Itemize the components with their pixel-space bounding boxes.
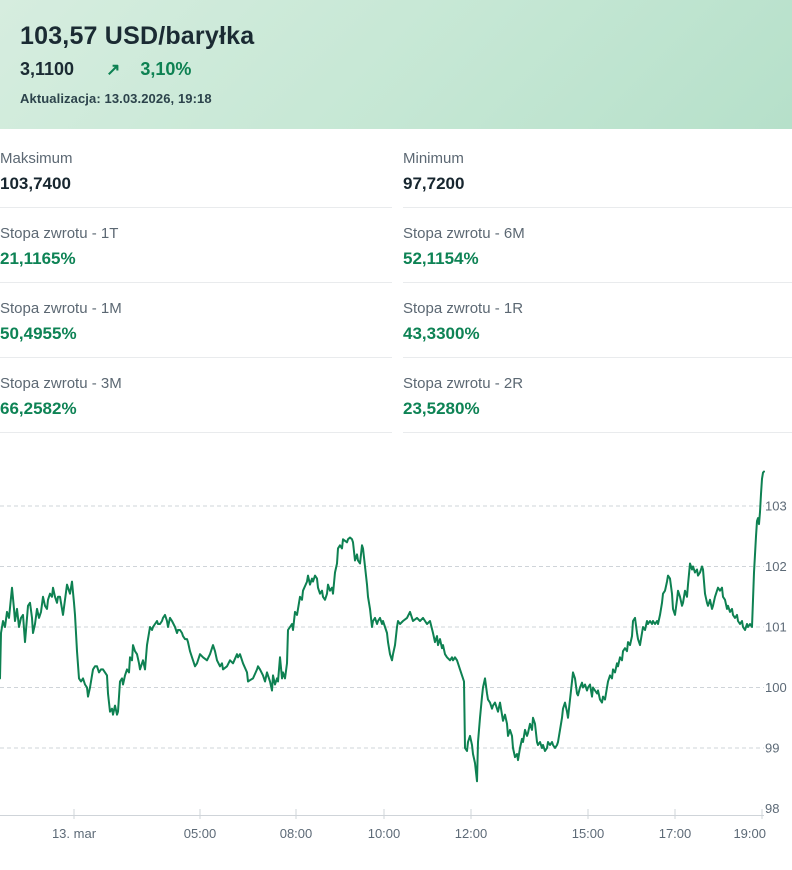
x-axis-label: 10:00 <box>368 826 401 841</box>
stat-return-1m: Stopa zwrotu - 1M 50,4955% <box>0 283 392 358</box>
x-axis-label: 15:00 <box>572 826 605 841</box>
stat-label: Stopa zwrotu - 1T <box>0 225 119 242</box>
stat-label: Minimum <box>403 150 464 167</box>
page-title: 103,57 USD/baryłka <box>20 22 255 50</box>
x-axis-label: 12:00 <box>455 826 488 841</box>
stat-label: Stopa zwrotu - 1M <box>0 300 122 317</box>
stats-grid: Maksimum 103,7400 Minimum 97,7200 Stopa … <box>0 133 792 433</box>
stat-return-3m: Stopa zwrotu - 3M 66,2582% <box>0 358 392 433</box>
stat-value: 43,3300% <box>403 324 480 343</box>
instrument-header: 103,57 USD/baryłka 3,1100 ↗ 3,10% Aktual… <box>0 0 792 129</box>
y-axis-label: 99 <box>765 741 779 756</box>
stat-value: 21,1165% <box>0 249 76 268</box>
stat-value: 23,5280% <box>403 399 480 418</box>
price-chart-svg: 103 102 101 100 99 98 13. mar 05:00 08:00 10:00 12… <box>0 470 787 841</box>
stat-return-1t: Stopa zwrotu - 1T 21,1165% <box>0 208 392 283</box>
x-axis-label: 08:00 <box>280 826 313 841</box>
stat-value: 103,7400 <box>0 174 71 193</box>
change-value: 3,1100 <box>20 59 75 79</box>
y-axis-label: 102 <box>765 559 787 574</box>
stat-label: Stopa zwrotu - 1R <box>403 300 524 317</box>
x-axis-label: 13. mar <box>52 826 97 841</box>
price-line-series <box>0 470 765 783</box>
stat-value: 97,7200 <box>403 174 465 193</box>
last-update-timestamp: Aktualizacja: 13.03.2026, 19:18 <box>20 91 212 106</box>
stat-label: Stopa zwrotu - 3M <box>0 375 122 392</box>
change-percent: 3,10% <box>140 59 192 79</box>
stat-label: Maksimum <box>0 150 73 167</box>
stat-value: 52,1154% <box>403 249 479 268</box>
stat-return-6m: Stopa zwrotu - 6M 52,1154% <box>403 208 792 283</box>
stat-value: 50,4955% <box>0 324 77 343</box>
stat-label: Stopa zwrotu - 2R <box>403 375 524 392</box>
stat-return-2r: Stopa zwrotu - 2R 23,5280% <box>403 358 792 433</box>
change-row: 3,1100 ↗ 3,10% <box>20 59 772 80</box>
x-axis-label: 17:00 <box>659 826 692 841</box>
y-axis-label: 103 <box>765 499 787 514</box>
stat-minimum: Minimum 97,7200 <box>403 133 792 208</box>
y-axis-label: 100 <box>765 680 787 695</box>
trend-up-icon: ↗ <box>106 59 121 79</box>
y-axis-label: 101 <box>765 620 787 635</box>
stat-label: Stopa zwrotu - 6M <box>403 225 525 242</box>
stat-maksimum: Maksimum 103,7400 <box>0 133 392 208</box>
x-axis-label: 19:00 <box>733 826 766 841</box>
x-axis-label: 05:00 <box>184 826 217 841</box>
stat-value: 66,2582% <box>0 399 77 418</box>
price-chart: 103 102 101 100 99 98 13. mar 05:00 08:00 10:00 12… <box>0 440 792 865</box>
y-axis-label: 98 <box>765 801 779 816</box>
stat-return-1r: Stopa zwrotu - 1R 43,3300% <box>403 283 792 358</box>
